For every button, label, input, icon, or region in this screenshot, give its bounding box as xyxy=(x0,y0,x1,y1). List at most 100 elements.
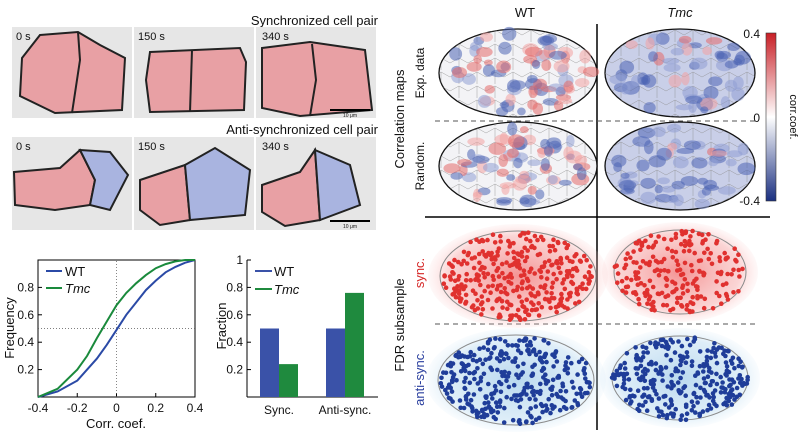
fdr-dot xyxy=(545,406,550,412)
fdr-dot xyxy=(710,306,716,311)
fdr-dot xyxy=(493,400,499,405)
fdr-dot xyxy=(522,245,527,251)
fdr-dot xyxy=(483,254,489,259)
fdr-dot xyxy=(450,399,455,404)
fdr-dot xyxy=(628,255,633,260)
fdr-dot xyxy=(680,285,685,291)
fdr-dot xyxy=(480,361,486,367)
fdr-dot xyxy=(468,397,474,403)
corr-patch xyxy=(700,106,709,114)
corr-patch xyxy=(662,57,680,65)
fdr-dot xyxy=(505,251,510,256)
fdr-dot xyxy=(471,371,476,376)
fdr-dot xyxy=(554,359,560,364)
fdr-dot xyxy=(560,280,565,286)
fdr-dot xyxy=(536,301,541,306)
fdr-dot xyxy=(489,257,495,262)
corr-patch xyxy=(670,47,685,56)
fdr-dot xyxy=(633,345,638,350)
fdr-dot xyxy=(504,394,510,400)
fdr-dot xyxy=(736,267,741,273)
fdr-dot xyxy=(546,341,551,346)
corr-patch xyxy=(636,159,650,172)
fdr-dot xyxy=(670,254,676,260)
fdr-dot xyxy=(532,336,537,341)
fdr-dot xyxy=(713,354,718,359)
fdr-dot xyxy=(663,402,668,407)
fdr-dot xyxy=(665,384,670,389)
fdr-dot xyxy=(488,355,493,360)
fdr-dot xyxy=(717,255,722,260)
fdr-dot xyxy=(674,258,679,264)
fdr-dot xyxy=(488,252,494,258)
fdr-dot xyxy=(683,393,688,399)
fdr-dot xyxy=(525,278,531,284)
fdr-dot xyxy=(468,278,474,283)
fdr-dot xyxy=(636,376,642,382)
fdr-dot xyxy=(645,394,651,400)
fdr-dot xyxy=(582,371,588,377)
fdr-dot xyxy=(499,370,504,375)
fdr-dot xyxy=(542,283,548,288)
fdr-dot xyxy=(565,297,570,302)
cdf-chart: -0.4 -0.2 0 0.2 0.40.20.40.60.8 Corr. coef. … xyxy=(2,259,204,431)
fdr-dot xyxy=(495,367,500,373)
corr-patch xyxy=(519,197,530,205)
fdr-dot xyxy=(560,381,565,387)
fdr-dot xyxy=(663,393,668,399)
fdr-dot xyxy=(583,286,589,292)
cdf-xlabel: Corr. coef. xyxy=(86,416,146,431)
fdr-dot xyxy=(685,241,691,247)
fdr-dot xyxy=(697,363,703,369)
fdr-dot xyxy=(482,400,488,406)
fdr-dot xyxy=(714,347,720,352)
fdr-dot xyxy=(549,295,554,301)
anti-time-3: 340 s xyxy=(262,141,289,153)
fdr-dot xyxy=(724,293,730,299)
corr-patch xyxy=(507,148,519,159)
fdr-dot xyxy=(522,317,528,322)
fdr-dot xyxy=(622,377,627,383)
cdf-xtick-label: 0 xyxy=(113,401,120,415)
fdr-dot xyxy=(517,294,522,299)
fdr-dot xyxy=(689,359,695,364)
fdr-dot xyxy=(648,233,654,238)
fdr-dot xyxy=(739,376,744,382)
fdr-dot xyxy=(536,313,542,318)
fdr-dot xyxy=(723,360,729,365)
fdr-dot xyxy=(719,301,724,307)
corr-patch xyxy=(476,46,493,57)
fdr-dot xyxy=(677,353,683,359)
sync-time-3: 340 s xyxy=(262,31,289,43)
fdr-dot xyxy=(670,306,676,312)
fdr-dot xyxy=(614,383,620,389)
corr-patch xyxy=(499,101,510,109)
corr-patch xyxy=(482,162,499,173)
fdr-tmc-anti xyxy=(600,328,760,428)
corr-patch xyxy=(726,150,743,158)
fdr-dot xyxy=(689,268,695,274)
corr-patch xyxy=(613,162,622,173)
fdr-dot xyxy=(528,238,533,244)
fdr-dot xyxy=(656,414,662,419)
fdr-dot xyxy=(623,256,629,262)
corr-patch xyxy=(648,51,658,62)
fdr-dot xyxy=(532,362,537,368)
bar-ytick-label: 0.2 xyxy=(226,363,243,377)
fdr-dot xyxy=(618,363,623,368)
fdr-dot xyxy=(641,386,647,391)
fdr-dot xyxy=(489,391,495,397)
fdr-dot xyxy=(524,392,529,397)
fdr-dot xyxy=(562,286,568,292)
fdr-dot xyxy=(623,397,629,403)
corr-patch xyxy=(484,84,495,94)
fdr-dot xyxy=(510,359,515,364)
fdr-dot xyxy=(492,240,498,245)
fdr-dot xyxy=(515,343,520,349)
fdr-dot xyxy=(575,401,580,406)
fdr-dot xyxy=(653,361,659,366)
fdr-dot xyxy=(707,365,712,371)
fdr-dot xyxy=(640,344,645,350)
fdr-dot xyxy=(513,356,518,361)
fdr-dot xyxy=(714,279,719,284)
